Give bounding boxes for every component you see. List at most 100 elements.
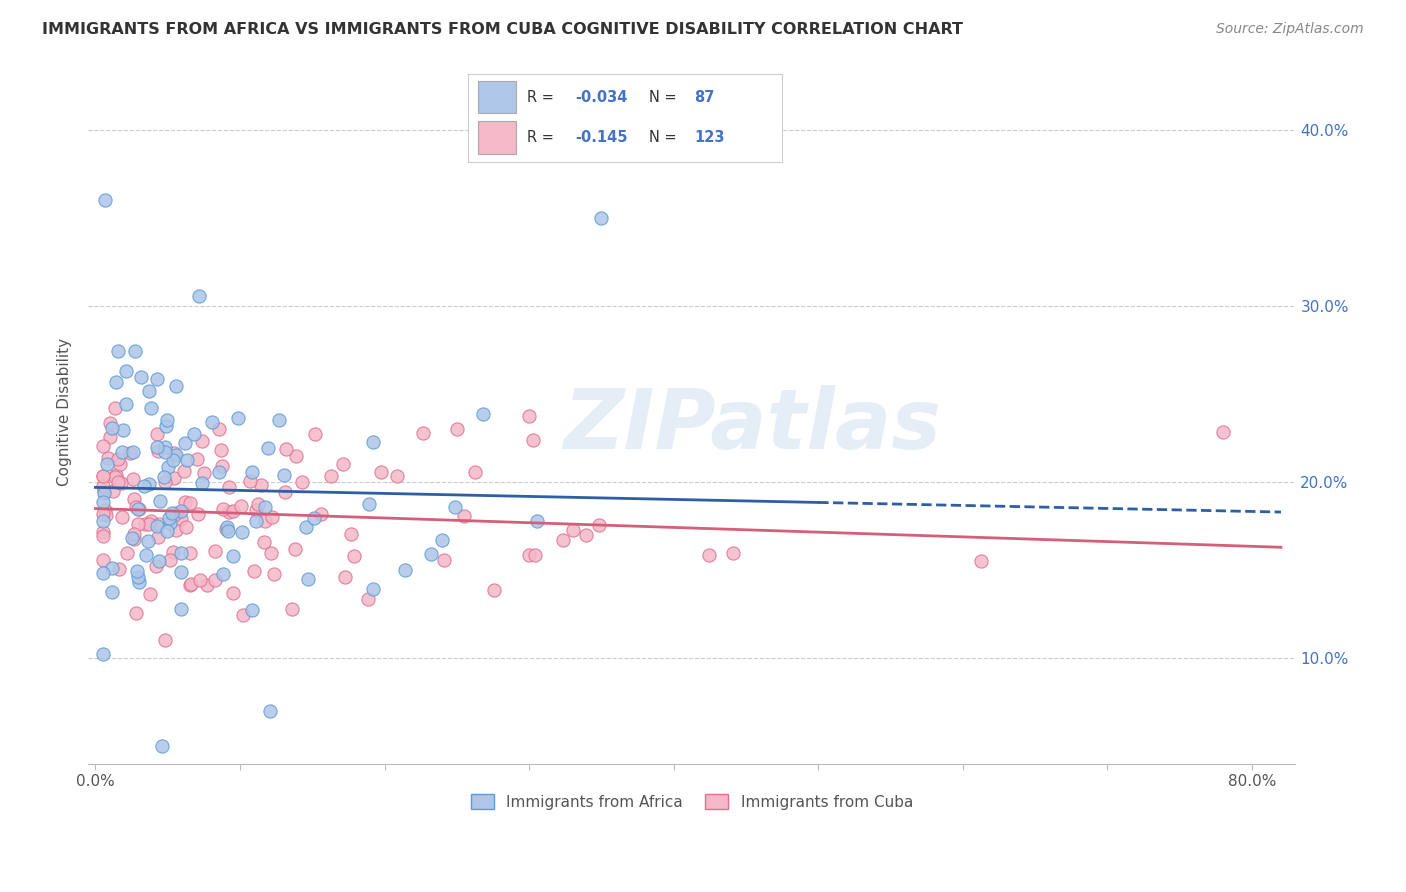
Point [174,520,197,534]
Point [260,546,283,560]
Point [444,500,467,514]
Point [179,546,201,560]
Point [111,510,134,524]
Point [274,442,297,456]
Point [148,443,170,458]
Point [221,586,243,600]
Point [104,401,127,415]
Point [208,466,231,480]
Text: Source: ZipAtlas.com: Source: ZipAtlas.com [1216,22,1364,37]
Point [472,407,495,421]
Point [551,533,574,547]
Point [321,468,343,483]
Point [186,452,208,467]
Point [522,434,544,448]
Point [180,576,202,591]
Point [91,507,114,521]
Point [162,453,184,467]
Point [433,553,456,567]
Point [259,704,281,718]
Point [91,479,114,493]
Point [153,475,176,489]
Point [332,457,354,471]
Point [101,420,124,434]
Point [122,473,145,487]
Point [204,573,226,587]
Point [96,458,118,472]
Point [253,500,276,515]
Point [562,523,585,537]
Point [121,531,143,545]
Point [153,633,176,648]
Point [157,510,180,524]
Point [127,501,149,516]
Point [159,553,181,567]
Point [91,439,114,453]
Point [138,587,160,601]
Point [163,508,186,523]
Point [273,467,295,482]
Point [135,548,157,562]
Point [138,384,160,398]
Point [159,516,181,530]
Point [134,517,156,532]
Point [240,465,263,479]
Y-axis label: Cognitive Disability: Cognitive Disability [58,338,72,486]
Point [575,527,598,541]
Point [302,510,325,524]
Point [333,570,356,584]
Point [165,378,187,392]
Point [115,546,138,560]
Point [125,500,148,514]
Point [121,445,143,459]
Point [100,584,122,599]
Point [162,506,184,520]
Point [269,413,291,427]
Point [153,470,176,484]
Point [125,607,148,621]
Point [361,435,384,450]
Point [146,440,169,454]
Point [222,549,245,563]
Point [243,564,266,578]
Point [93,194,115,208]
Point [257,442,280,456]
Point [232,608,254,623]
Point [340,526,363,541]
Point [297,572,319,586]
Point [250,477,273,491]
Point [246,497,269,511]
Point [91,469,114,483]
Point [517,409,540,423]
Point [170,601,193,615]
Point [191,434,214,449]
Point [446,422,468,436]
Point [114,397,136,411]
Point [385,469,408,483]
Point [201,416,224,430]
Point [98,429,121,443]
Point [284,542,307,557]
Point [969,553,991,567]
Point [98,416,121,430]
Point [127,516,149,531]
Point [295,520,318,534]
Point [212,566,235,581]
Point [208,422,231,436]
Point [588,518,610,533]
Point [115,364,138,378]
Point [420,547,443,561]
Point [101,561,124,575]
Point [132,479,155,493]
Point [188,289,211,303]
Point [170,565,193,579]
Point [190,475,212,490]
Point [146,519,169,533]
Point [124,526,146,541]
Point [128,501,150,516]
Point [150,739,173,754]
Point [179,578,201,592]
Point [195,577,218,591]
Point [108,457,131,471]
Point [524,548,547,562]
